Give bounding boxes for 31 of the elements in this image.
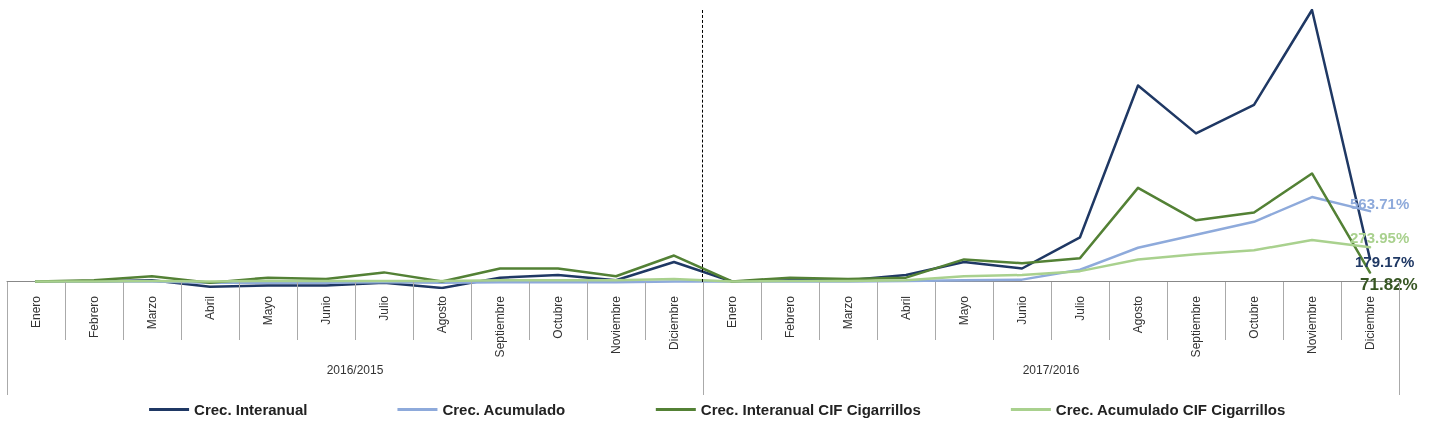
x-tick-label: Abril bbox=[203, 296, 217, 321]
x-tick-label: Octubre bbox=[1247, 295, 1261, 339]
x-tick-label: Julio bbox=[1073, 295, 1087, 321]
legend-label: Crec. Acumulado bbox=[442, 401, 566, 418]
x-tick-label: Agosto bbox=[1131, 295, 1145, 334]
text: 2017/2016 bbox=[1022, 362, 1080, 377]
x-tick-label: Noviembre bbox=[609, 295, 623, 355]
text: 2016/2015 bbox=[326, 362, 384, 377]
x-tick-label: Diciembre bbox=[667, 295, 681, 351]
x-tick-label: Julio bbox=[377, 295, 391, 321]
x-tick-label: Septiembre bbox=[1189, 295, 1203, 358]
x-tick-label: Agosto bbox=[435, 295, 449, 334]
x-tick-label: Enero bbox=[29, 295, 43, 329]
x-tick-label: Abril bbox=[899, 296, 913, 321]
x-tick-label: Mayo bbox=[261, 295, 275, 326]
x-tick-label: Octubre bbox=[551, 295, 565, 339]
x-tick-label: Septiembre bbox=[493, 295, 507, 358]
legend-label: Crec. Interanual CIF Cigarrillos bbox=[700, 401, 921, 418]
x-tick-label: Febrero bbox=[783, 295, 797, 339]
legend-label: Crec. Interanual bbox=[194, 401, 308, 418]
data-label: 71.82% bbox=[1360, 275, 1418, 295]
x-tick-label: Diciembre bbox=[1363, 295, 1377, 351]
x-tick-label: Febrero bbox=[87, 295, 101, 339]
legend-label: Crec. Acumulado CIF Cigarrillos bbox=[1055, 401, 1286, 418]
x-tick-label: Noviembre bbox=[1305, 295, 1319, 355]
x-tick-label: Marzo bbox=[145, 295, 159, 330]
x-tick-label: Enero bbox=[725, 295, 739, 329]
x-tick-label: Marzo bbox=[841, 295, 855, 330]
x-tick-label: Mayo bbox=[957, 295, 971, 326]
x-tick-label: Junio bbox=[319, 295, 333, 325]
x-tick-label: Junio bbox=[1015, 295, 1029, 325]
